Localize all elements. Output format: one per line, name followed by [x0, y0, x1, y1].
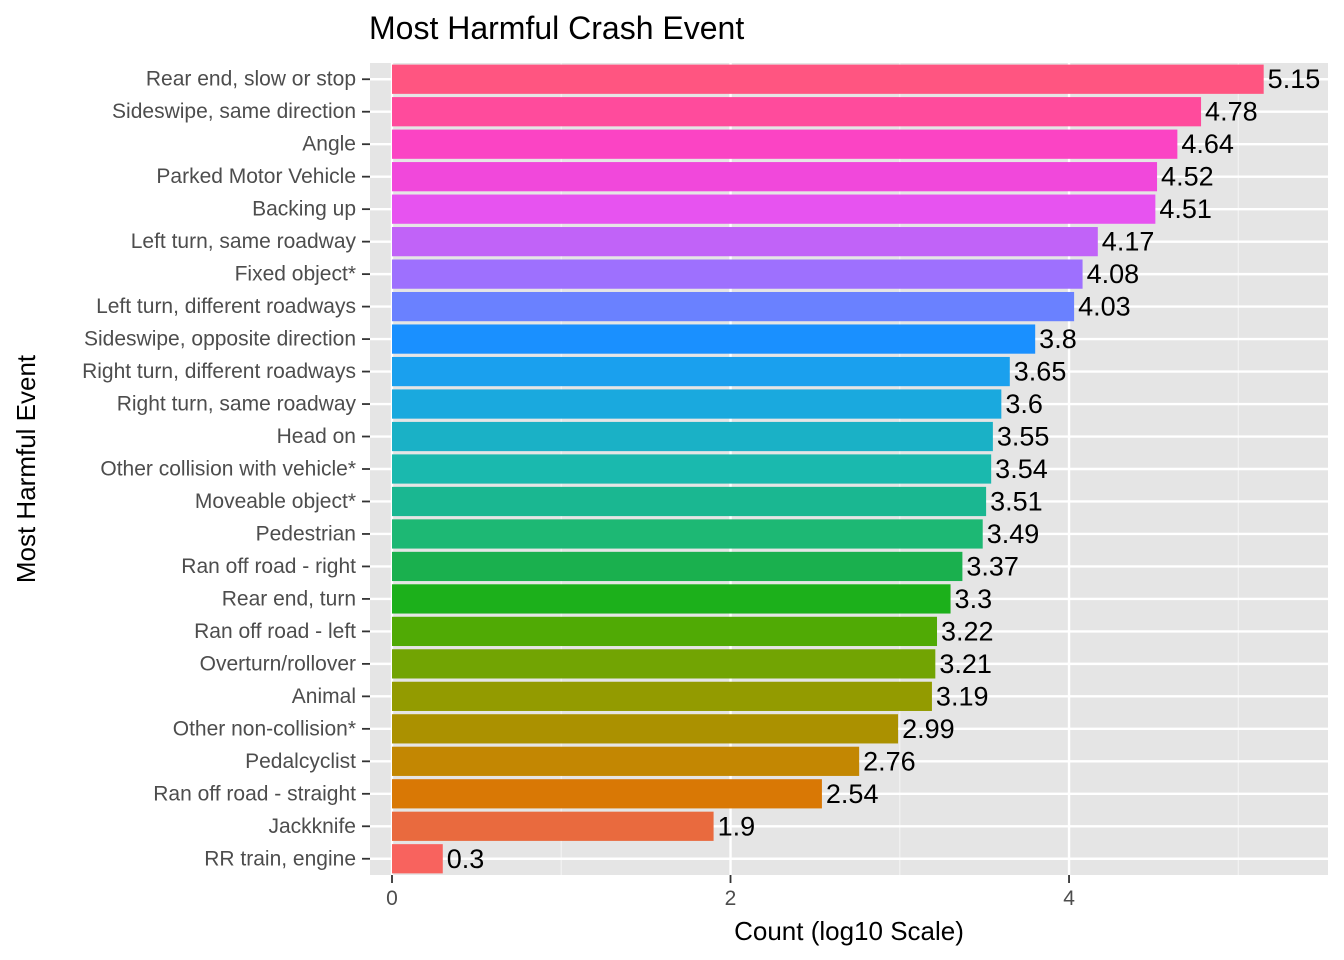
bar: [392, 811, 714, 841]
data-label: 3.49: [987, 519, 1040, 549]
x-tick-label: 2: [725, 887, 737, 910]
data-label: 3.54: [995, 454, 1048, 484]
data-label: 5.15: [1268, 64, 1321, 94]
y-tick-label: Ran off road - left: [194, 620, 356, 643]
bar: [392, 291, 1075, 322]
y-tick-label: Ran off road - right: [181, 555, 356, 578]
bar: [392, 779, 822, 809]
data-label: 4.78: [1205, 97, 1258, 127]
bar: [392, 519, 983, 549]
x-axis-title: Count (log10 Scale): [734, 916, 964, 946]
x-axis: 0 2 4: [386, 875, 1075, 910]
data-label: 3.37: [966, 551, 1019, 581]
data-label: 4.52: [1161, 162, 1214, 192]
y-tick-label: Angle: [302, 133, 356, 156]
x-tick-label: 0: [386, 887, 398, 910]
y-tick-label: Overturn/rollover: [200, 652, 356, 675]
data-label: 4.51: [1159, 194, 1212, 224]
data-label: 4.08: [1087, 259, 1140, 289]
bar: [392, 844, 443, 874]
bar: [392, 162, 1158, 192]
y-tick-label: Ran off road - straight: [153, 782, 356, 805]
x-tick-label: 4: [1063, 887, 1075, 910]
bar: [392, 681, 932, 711]
y-tick-label: Right turn, different roadways: [82, 360, 356, 383]
bar: [392, 194, 1156, 224]
bar: [392, 129, 1178, 159]
y-tick-label: RR train, engine: [204, 847, 356, 870]
y-tick-label: Other non-collision*: [173, 717, 356, 740]
bar: [392, 746, 860, 776]
y-tick-label: Pedalcyclist: [245, 750, 356, 773]
bar: [392, 259, 1083, 289]
data-label: 3.55: [997, 422, 1050, 452]
data-label: 3.65: [1014, 357, 1067, 387]
bar: [392, 389, 1002, 419]
bar: [392, 97, 1202, 127]
bar: [392, 324, 1036, 354]
y-tick-label: Right turn, same roadway: [117, 393, 357, 416]
data-label: 4.17: [1102, 227, 1155, 257]
bar: [392, 421, 993, 452]
bar: [392, 584, 951, 614]
bar: [392, 64, 1264, 94]
y-tick-label: Left turn, different roadways: [96, 295, 356, 318]
bar: [392, 486, 987, 517]
value-labels: 5.154.784.644.524.514.174.084.033.83.653…: [447, 64, 1320, 874]
y-tick-label: Animal: [292, 685, 356, 708]
y-tick-label: Pedestrian: [256, 522, 356, 545]
bar: [392, 649, 936, 679]
y-tick-label: Other collision with vehicle*: [100, 458, 356, 481]
y-tick-label: Head on: [277, 425, 356, 448]
y-tick-label: Fixed object*: [235, 263, 356, 286]
y-tick-label: Backing up: [252, 198, 356, 221]
y-tick-label: Rear end, turn: [222, 587, 356, 610]
data-label: 3.6: [1005, 389, 1043, 419]
bar: [392, 714, 899, 744]
data-label: 4.03: [1078, 292, 1131, 322]
bar: [392, 227, 1098, 257]
data-label: 0.3: [447, 844, 485, 874]
chart-title: Most Harmful Crash Event: [369, 10, 744, 46]
data-label: 2.54: [826, 779, 879, 809]
data-label: 1.9: [718, 811, 756, 841]
bar: [392, 356, 1010, 387]
y-axis-title: Most Harmful Event: [11, 354, 41, 583]
data-label: 3.21: [939, 649, 992, 679]
bar: [392, 551, 963, 582]
data-label: 2.76: [863, 746, 916, 776]
data-label: 4.64: [1181, 129, 1234, 159]
bar: [392, 616, 938, 647]
y-tick-label: Jackknife: [268, 815, 356, 838]
data-label: 3.8: [1039, 324, 1077, 354]
data-label: 2.99: [902, 714, 955, 744]
y-tick-label: Parked Motor Vehicle: [156, 165, 356, 188]
y-tick-label: Moveable object*: [195, 490, 356, 513]
y-tick-label: Left turn, same roadway: [131, 230, 357, 253]
y-axis: Rear end, slow or stop Sideswipe, same di…: [82, 68, 370, 870]
y-tick-label: Sideswipe, opposite direction: [84, 328, 356, 351]
data-label: 3.51: [990, 486, 1043, 516]
bar: [392, 454, 992, 484]
y-tick-label: Sideswipe, same direction: [112, 100, 356, 123]
bars: [392, 64, 1264, 874]
y-tick-label: Rear end, slow or stop: [146, 68, 356, 91]
data-label: 3.19: [936, 681, 989, 711]
data-label: 3.22: [941, 616, 994, 646]
data-label: 3.3: [955, 584, 993, 614]
